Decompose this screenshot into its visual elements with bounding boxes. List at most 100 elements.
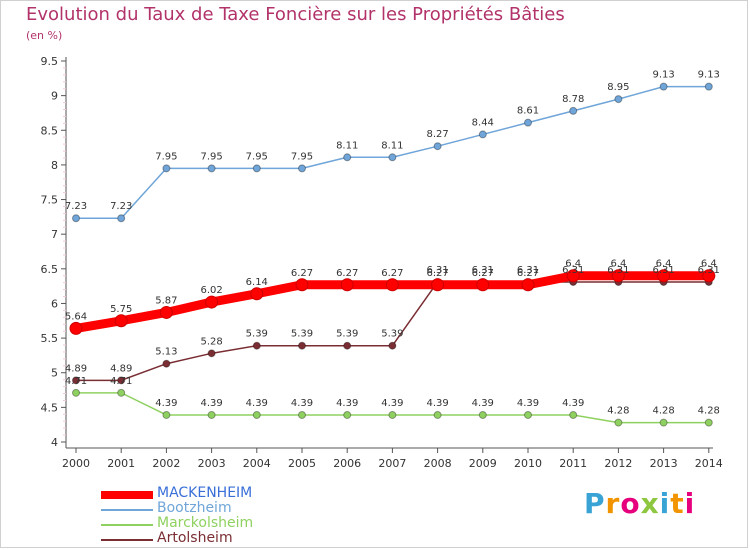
data-point-marckolsheim xyxy=(117,388,126,397)
data-label-mackenheim: 6.02 xyxy=(200,285,222,296)
data-label-bootzheim: 7.95 xyxy=(291,151,313,162)
x-tick-label: 2005 xyxy=(288,457,316,470)
data-label-bootzheim: 8.27 xyxy=(426,129,448,140)
data-label-bootzheim: 9.13 xyxy=(698,70,720,81)
data-point-artolsheim xyxy=(388,341,397,350)
data-label-marckolsheim: 4.39 xyxy=(336,398,358,409)
y-tick-label: 4.5 xyxy=(41,401,59,414)
data-label-mackenheim: 6.4 xyxy=(565,259,581,270)
x-tick-label: 2000 xyxy=(62,457,90,470)
data-point-mackenheim xyxy=(566,269,580,283)
logo-letter: i xyxy=(659,487,671,520)
data-label-bootzheim: 7.95 xyxy=(246,151,268,162)
data-point-bootzheim xyxy=(524,118,532,127)
data-point-mackenheim xyxy=(69,321,83,335)
data-point-mackenheim xyxy=(611,269,625,283)
data-label-marckolsheim: 4.39 xyxy=(155,398,177,409)
data-point-bootzheim xyxy=(388,153,397,162)
data-label-bootzheim: 7.95 xyxy=(155,151,177,162)
x-tick-label: 2007 xyxy=(378,457,406,470)
data-point-marckolsheim xyxy=(207,410,216,419)
data-label-mackenheim: 6.14 xyxy=(246,277,268,288)
data-label-mackenheim: 6.27 xyxy=(426,268,448,279)
logo-letter: t xyxy=(670,487,685,520)
data-point-bootzheim xyxy=(659,82,668,91)
legend-swatch xyxy=(101,524,153,526)
data-point-mackenheim xyxy=(205,295,219,309)
y-tick-label: 6 xyxy=(51,297,58,310)
x-tick-label: 2006 xyxy=(333,457,361,470)
data-label-mackenheim: 6.27 xyxy=(517,268,539,279)
data-label-bootzheim: 9.13 xyxy=(652,70,674,81)
y-tick-label: 5 xyxy=(51,367,58,380)
proxiti-logo: Proxiti xyxy=(584,487,695,520)
data-label-bootzheim: 8.11 xyxy=(336,140,358,151)
data-label-artolsheim: 5.39 xyxy=(291,329,313,340)
data-point-mackenheim xyxy=(340,278,354,292)
data-point-bootzheim xyxy=(433,142,442,151)
data-label-mackenheim: 6.4 xyxy=(656,259,672,270)
data-label-marckolsheim: 4.28 xyxy=(607,406,629,417)
data-label-mackenheim: 6.27 xyxy=(291,268,313,279)
data-point-bootzheim xyxy=(162,164,171,173)
y-tick-label: 6.5 xyxy=(41,263,59,276)
data-label-bootzheim: 8.44 xyxy=(472,117,494,128)
data-point-mackenheim xyxy=(385,278,399,292)
data-label-artolsheim: 4.89 xyxy=(110,363,132,374)
data-point-mackenheim xyxy=(521,278,535,292)
data-point-marckolsheim xyxy=(252,410,261,419)
data-point-marckolsheim xyxy=(614,418,623,427)
data-point-artolsheim xyxy=(343,341,352,350)
data-point-mackenheim xyxy=(295,278,309,292)
data-point-artolsheim xyxy=(207,349,216,358)
data-label-marckolsheim: 4.39 xyxy=(472,398,494,409)
legend-label: Artolsheim xyxy=(157,530,233,546)
data-point-marckolsheim xyxy=(524,410,532,419)
legend-label: Bootzheim xyxy=(157,500,232,516)
data-point-bootzheim xyxy=(569,106,578,115)
data-point-marckolsheim xyxy=(298,410,306,419)
data-label-bootzheim: 8.78 xyxy=(562,94,584,105)
data-label-marckolsheim: 4.39 xyxy=(200,398,222,409)
data-label-mackenheim: 5.64 xyxy=(65,311,87,322)
logo-letter: o xyxy=(620,487,641,520)
data-point-marckolsheim xyxy=(72,388,80,397)
data-point-mackenheim xyxy=(702,269,716,283)
data-label-artolsheim: 5.39 xyxy=(336,329,358,340)
data-point-mackenheim xyxy=(476,278,490,292)
data-point-marckolsheim xyxy=(343,410,352,419)
data-point-marckolsheim xyxy=(659,418,668,427)
x-tick-label: 2014 xyxy=(695,457,723,470)
x-tick-label: 2004 xyxy=(243,457,271,470)
y-tick-label: 9 xyxy=(51,90,58,103)
series-lines xyxy=(69,82,716,427)
y-tick-label: 9.5 xyxy=(41,55,59,68)
data-point-mackenheim xyxy=(114,314,128,328)
data-point-artolsheim xyxy=(162,359,171,368)
data-point-marckolsheim xyxy=(704,418,713,427)
logo-letter: x xyxy=(640,487,660,520)
data-label-bootzheim: 8.11 xyxy=(381,140,403,151)
data-point-artolsheim xyxy=(252,341,261,350)
x-tick-label: 2001 xyxy=(107,457,135,470)
x-tick-label: 2009 xyxy=(469,457,497,470)
data-label-marckolsheim: 4.39 xyxy=(426,398,448,409)
data-label-marckolsheim: 4.39 xyxy=(381,398,403,409)
data-label-mackenheim: 5.87 xyxy=(155,295,177,306)
data-point-marckolsheim xyxy=(388,410,397,419)
data-point-marckolsheim xyxy=(433,410,442,419)
data-label-artolsheim: 6.31 xyxy=(607,265,629,276)
data-label-artolsheim: 5.39 xyxy=(381,329,403,340)
data-point-mackenheim xyxy=(250,287,264,301)
logo-letter: i xyxy=(684,487,696,520)
data-label-artolsheim: 6.31 xyxy=(698,265,720,276)
data-point-marckolsheim xyxy=(162,410,171,419)
data-label-bootzheim: 8.95 xyxy=(607,82,629,93)
logo-letter: P xyxy=(584,487,606,520)
data-point-marckolsheim xyxy=(569,410,578,419)
legend-swatch xyxy=(101,491,153,499)
data-point-bootzheim xyxy=(252,164,261,173)
data-label-artolsheim: 6.31 xyxy=(517,265,539,276)
logo-letter: r xyxy=(605,487,621,520)
